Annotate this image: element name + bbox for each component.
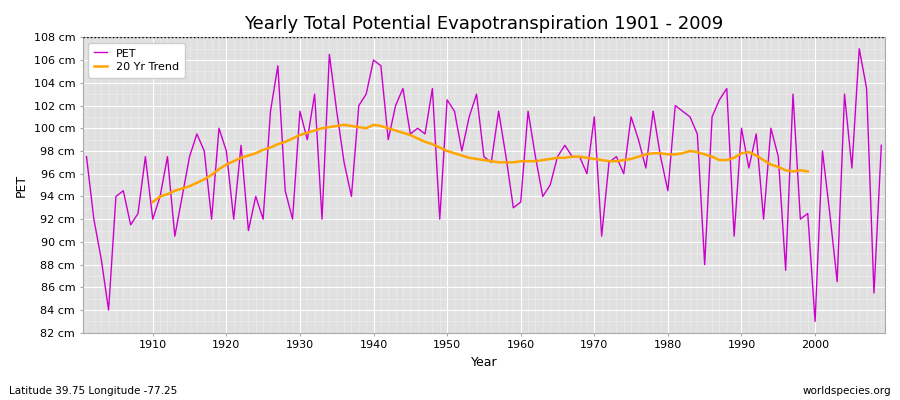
Line: PET: PET xyxy=(86,49,881,322)
Text: worldspecies.org: worldspecies.org xyxy=(803,386,891,396)
PET xyxy=(508,205,518,210)
PET xyxy=(854,46,865,51)
20 Yr Trend xyxy=(780,168,791,173)
20 Yr Trend xyxy=(148,200,158,204)
20 Yr Trend xyxy=(714,158,724,162)
PET xyxy=(810,319,821,324)
Title: Yearly Total Potential Evapotranspiration 1901 - 2009: Yearly Total Potential Evapotranspiratio… xyxy=(244,15,724,33)
Line: 20 Yr Trend: 20 Yr Trend xyxy=(153,125,807,202)
PET xyxy=(302,137,312,142)
Text: Latitude 39.75 Longitude -77.25: Latitude 39.75 Longitude -77.25 xyxy=(9,386,177,396)
20 Yr Trend xyxy=(354,125,364,130)
20 Yr Trend xyxy=(699,152,710,157)
PET xyxy=(81,154,92,159)
PET xyxy=(876,143,886,148)
20 Yr Trend xyxy=(338,122,349,127)
X-axis label: Year: Year xyxy=(471,356,497,369)
Legend: PET, 20 Yr Trend: PET, 20 Yr Trend xyxy=(88,43,184,78)
Y-axis label: PET: PET xyxy=(15,174,28,197)
PET xyxy=(516,200,526,204)
PET xyxy=(140,154,151,159)
20 Yr Trend xyxy=(802,169,813,174)
20 Yr Trend xyxy=(611,159,622,164)
PET xyxy=(346,194,356,199)
20 Yr Trend xyxy=(236,155,247,160)
PET xyxy=(604,160,615,165)
